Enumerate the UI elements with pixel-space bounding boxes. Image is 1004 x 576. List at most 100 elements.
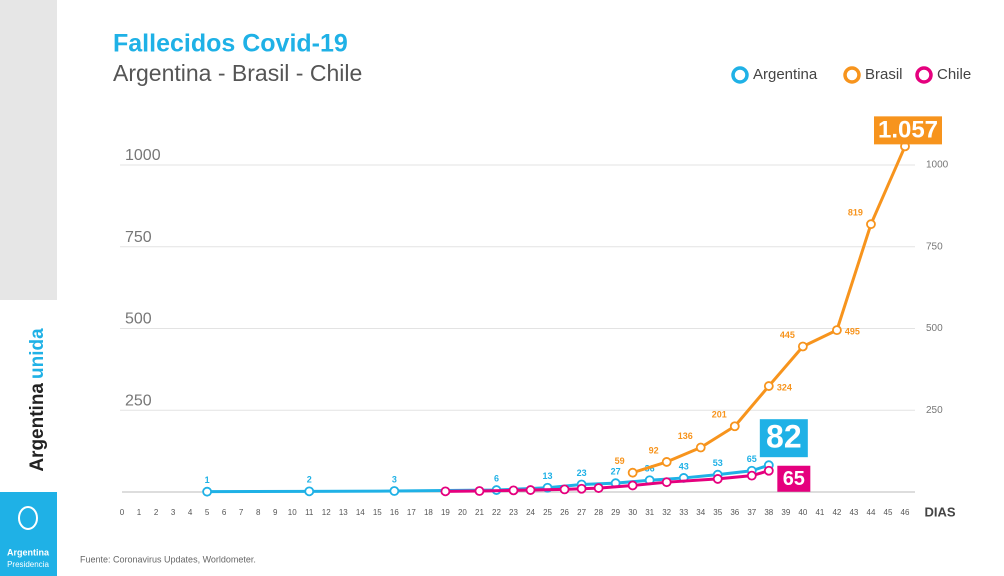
callout-box [874,116,942,145]
x-tick-label: 36 [730,508,739,517]
legend-marker [731,66,749,84]
x-tick-label: 25 [543,508,552,517]
chart-subtitle: Argentina - Brasil - Chile [113,60,362,86]
x-tick-label: 12 [322,508,331,517]
data-point [661,457,672,467]
callout-box [759,419,808,458]
x-tick-label: 22 [492,508,501,517]
callout-label: 82 [766,419,802,455]
x-tick-label: 46 [901,508,910,517]
data-point [832,325,842,336]
data-label: 201 [712,410,727,420]
legend-marker [843,66,861,84]
x-tick-label: 9 [273,508,278,517]
x-tick-label: 4 [188,508,193,517]
data-label: 23 [577,468,587,478]
x-tick-label: 2 [154,508,159,517]
emblem [18,506,38,530]
x-tick-label: 7 [239,508,244,517]
data-label: 27 [611,467,621,477]
callout-label: 65 [783,468,805,490]
y-tick-label: 1000 [125,147,161,164]
data-point [440,486,451,497]
x-tick-label: 11 [305,508,314,517]
data-point [695,442,706,453]
chart-title: Fallecidos Covid-19 [113,30,348,58]
data-point [712,474,723,484]
x-tick-label: 5 [205,508,210,517]
sidebar-top [0,0,57,300]
data-label: 92 [649,445,659,455]
x-tick-label: 45 [884,508,893,517]
data-label: 495 [845,327,860,337]
x-tick-label: 3 [171,508,176,517]
logo-1: Argentina [7,547,50,557]
callout-box [777,465,811,492]
data-point [508,485,519,496]
data-point [797,341,808,352]
x-tick-label: 42 [832,508,841,517]
data-label: 59 [615,456,625,466]
callout-label: 1.057 [878,117,938,144]
x-tick-label: 32 [662,508,671,517]
data-point [763,465,774,476]
data-label: 324 [777,382,792,392]
x-tick-label: 30 [628,508,637,517]
slogan-2: unida [27,328,48,379]
data-point [389,486,400,496]
data-label: 819 [848,208,863,218]
logo-2: Presidencia [7,560,49,569]
data-label: 53 [713,458,723,468]
x-tick-label: 8 [256,508,261,517]
x-axis-label: DIAS [924,504,955,519]
data-label: 43 [679,461,689,471]
x-tick-label: 31 [645,508,654,517]
x-tick-label: 38 [764,508,773,517]
source: Fuente: Coronavirus Updates, Worldometer… [80,554,256,564]
x-tick-label: 20 [458,508,467,517]
y-tick-label: 250 [125,392,152,409]
data-point [661,477,672,488]
x-tick-label: 40 [798,508,807,517]
data-label: 445 [780,330,795,340]
x-tick-label: 37 [747,508,756,517]
slogan-1: Argentina [27,383,48,472]
x-tick-label: 24 [526,508,535,517]
data-label: 65 [747,454,757,464]
data-label: 3 [392,474,397,484]
data-label: 136 [678,431,693,441]
legend-marker [915,66,933,84]
x-tick-label: 27 [577,508,586,517]
x-tick-label: 13 [339,508,348,517]
series-line [445,469,770,493]
data-point [627,480,638,491]
data-point [729,421,740,432]
data-label: 1 [205,475,210,485]
x-tick-label: 29 [611,508,620,517]
x-tick-label: 18 [424,508,433,517]
x-tick-label: 1 [137,508,142,517]
data-point [746,470,757,481]
slogan: Argentina unida [27,328,48,472]
data-point [576,483,587,494]
x-tick-label: 0 [120,508,125,517]
x-tick-label: 44 [867,508,876,517]
x-tick-label: 41 [815,508,824,517]
x-tick-label: 21 [475,508,484,517]
x-tick-label: 39 [781,508,790,517]
y-tick-label: 500 [125,311,152,328]
data-point [559,484,570,495]
data-point [763,381,774,391]
data-point [304,486,315,497]
data-point [525,485,536,495]
data-label: 13 [543,471,553,481]
x-tick-label: 28 [594,508,603,517]
x-tick-label: 17 [407,508,416,517]
data-point [202,486,213,497]
y2-tick-label: 750 [926,241,943,252]
legend-label: Argentina [753,66,818,83]
legend-label: Brasil [865,66,903,83]
x-tick-label: 33 [679,508,688,517]
x-tick-label: 15 [373,508,382,517]
